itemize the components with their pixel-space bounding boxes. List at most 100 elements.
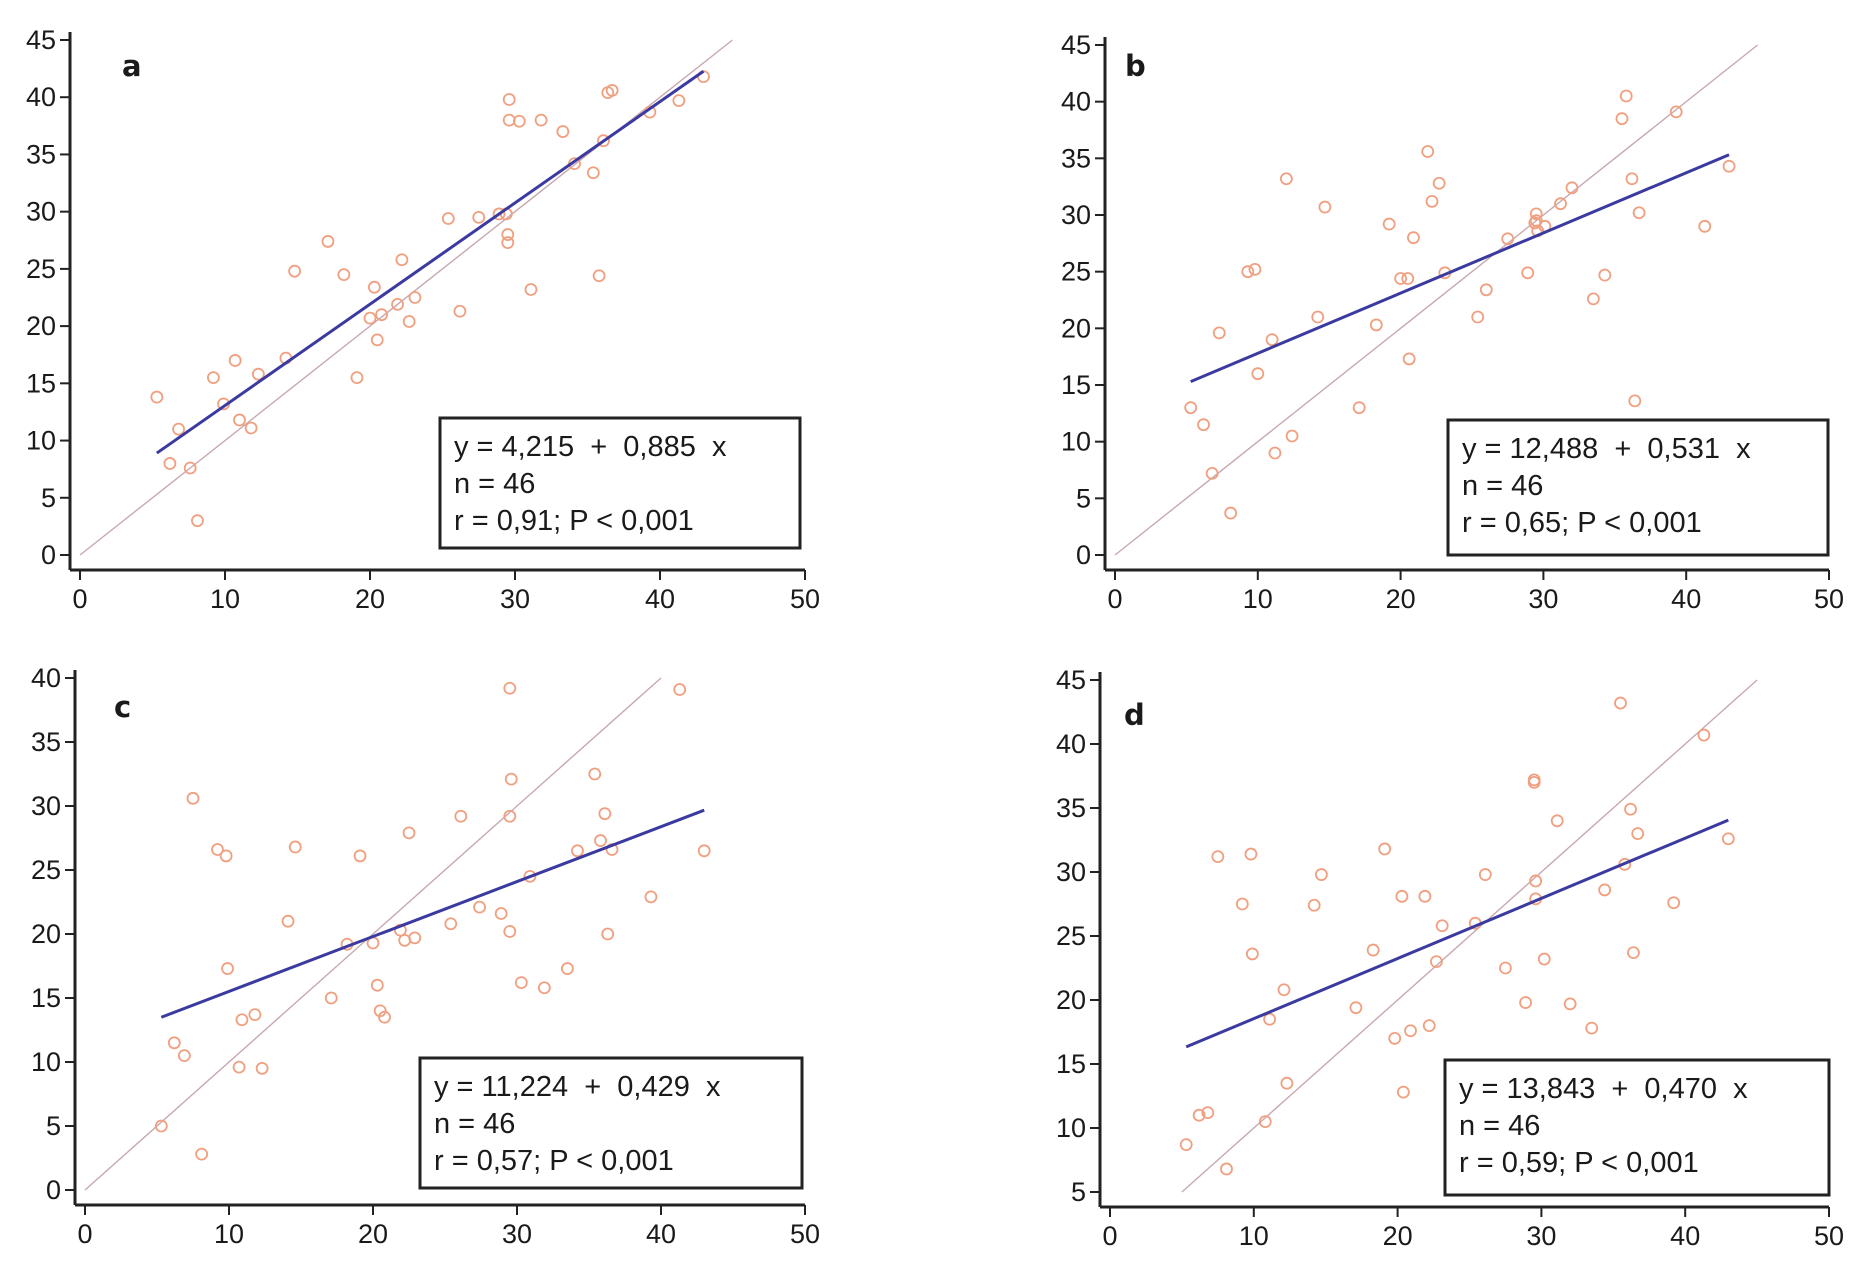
data-point [1721, 832, 1735, 846]
x-tick-label: 10 [1239, 1221, 1269, 1251]
data-point [1521, 266, 1535, 280]
data-point [408, 931, 422, 945]
data-point [1318, 200, 1332, 214]
data-point [373, 1004, 387, 1018]
panel-letter: c [114, 690, 131, 724]
data-point [534, 113, 548, 127]
data-point [1501, 232, 1515, 246]
data-point [1615, 112, 1629, 126]
data-point [1224, 506, 1238, 520]
data-point [673, 683, 687, 696]
x-tick-label: 30 [1526, 1221, 1556, 1251]
regression-line [1185, 818, 1729, 1049]
data-point [1598, 883, 1612, 897]
data-point [561, 962, 574, 975]
x-tick-label: 0 [72, 584, 87, 614]
data-point [1528, 216, 1542, 230]
data-point [248, 1008, 262, 1022]
data-point [1378, 842, 1392, 856]
data-point [337, 268, 351, 282]
data-point [1401, 272, 1415, 285]
data-point [453, 304, 467, 318]
data-point [1395, 889, 1409, 903]
data-point [1421, 145, 1435, 158]
y-tick-label: 5 [41, 483, 56, 513]
data-point [235, 1013, 249, 1027]
data-point [1349, 1001, 1363, 1015]
x-tick-label: 10 [214, 1219, 244, 1249]
data-point [1432, 176, 1446, 190]
stats-line: n = 46 [454, 468, 535, 500]
x-tick-label: 20 [358, 1219, 388, 1249]
data-point [195, 1147, 209, 1161]
data-point [1311, 310, 1325, 324]
data-point [1307, 898, 1321, 912]
y-tick-label: 25 [1061, 257, 1091, 287]
data-point [1201, 1106, 1215, 1120]
data-point [1550, 814, 1564, 828]
data-point [492, 207, 506, 221]
data-point [1669, 105, 1683, 119]
panel-b: 0 5 10 15 20 25 30 35 40 45 0 10 20 30 40 50 b y = 12,488… [1061, 30, 1844, 614]
data-point [1585, 1021, 1599, 1035]
data-point [1435, 919, 1449, 933]
y-tick-label: 10 [1056, 1113, 1086, 1143]
stats-box [1443, 1058, 1831, 1197]
data-point [512, 114, 526, 128]
data-point [514, 976, 528, 990]
y-tick-label: 40 [31, 663, 61, 693]
stats-line: r = 0,65; P < 0,001 [1462, 507, 1702, 539]
data-point [1280, 1076, 1294, 1090]
data-point [503, 925, 517, 938]
y-tick-label: 0 [46, 1175, 61, 1205]
panel-letter: b [1125, 49, 1146, 83]
data-point [523, 870, 537, 883]
data-point [1314, 868, 1328, 881]
data-point [172, 422, 186, 436]
data-point [1402, 352, 1416, 366]
data-point [251, 367, 265, 381]
data-point [1632, 206, 1646, 220]
data-point [1628, 394, 1642, 408]
data-point [1241, 265, 1255, 279]
data-point [1212, 326, 1226, 340]
data-point [1220, 1162, 1233, 1176]
data-point [556, 125, 570, 138]
data-point [228, 354, 242, 367]
y-tick-label: 30 [26, 197, 56, 227]
panel-c: 0 5 10 15 20 25 30 35 40 0 10 20 30 40 50 c y = 11,224 +… [31, 663, 820, 1249]
data-point [375, 308, 389, 322]
data-point [1722, 159, 1736, 173]
data-point [1258, 1115, 1272, 1128]
data-point [391, 297, 404, 311]
data-point [501, 236, 515, 249]
data-point [255, 1062, 269, 1075]
data-point [1388, 1032, 1402, 1045]
y-tick-label: 5 [1076, 483, 1091, 513]
data-point [1529, 874, 1543, 888]
data-point [370, 333, 384, 347]
data-point [1430, 955, 1443, 968]
data-point [1263, 1012, 1277, 1026]
y-tick-label: 35 [1061, 143, 1091, 173]
data-point [472, 210, 486, 224]
data-point [1697, 728, 1711, 742]
data-point [154, 1119, 168, 1133]
data-point [1631, 827, 1645, 840]
data-point [1192, 1108, 1206, 1122]
data-point [1625, 172, 1639, 186]
x-tick-label: 30 [502, 1219, 532, 1249]
x-tick-label: 40 [645, 584, 675, 614]
data-point [1235, 897, 1249, 911]
stats-line: y = 13,843 + 0,470 x [1459, 1073, 1748, 1105]
data-point [370, 978, 384, 992]
data-point [503, 681, 517, 695]
data-point [363, 311, 377, 325]
y-tick-label: 30 [1061, 200, 1091, 230]
data-point [1179, 1138, 1193, 1152]
y-tick-label: 35 [26, 139, 56, 169]
data-point [1627, 946, 1640, 960]
y-tick-label: 20 [1061, 313, 1091, 343]
data-point [1667, 896, 1681, 910]
